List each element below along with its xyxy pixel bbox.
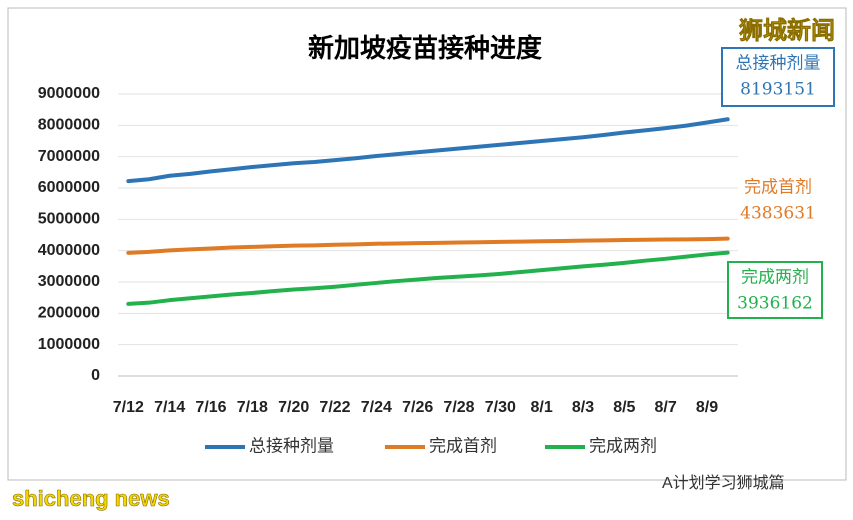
x-tick-label: 8/1 [531,399,553,416]
x-tick-label: 7/28 [443,399,474,416]
annotation-box [727,261,823,319]
y-tick-label: 0 [91,367,100,384]
y-tick-label: 6000000 [38,179,100,196]
legend-label: 完成两剂 [589,436,657,455]
x-tick-label: 8/9 [696,399,718,416]
x-tick-label: 7/30 [485,399,516,416]
x-tick-label: 7/16 [195,399,226,416]
y-tick-label: 9000000 [38,85,100,102]
y-tick-label: 4000000 [38,242,100,259]
series-line [126,117,730,184]
annotation-name: 完成两剂 [741,268,809,288]
annotation-value: 4383631 [740,204,816,224]
y-tick-label: 8000000 [38,117,100,134]
annotation-box [721,47,835,107]
series-line [126,236,730,255]
y-tick-label: 3000000 [38,273,100,290]
legend-label: 总接种剂量 [249,436,334,455]
y-tick-label: 7000000 [38,148,100,165]
chart-title: 新加坡疫苗接种进度 [308,33,542,63]
annotation-value: 8193151 [740,80,816,100]
x-tick-label: 7/18 [237,399,268,416]
y-tick-label: 2000000 [38,305,100,322]
x-tick-label: 7/24 [361,399,392,416]
y-tick-label: 5000000 [38,211,100,228]
x-tick-label: 8/5 [613,399,635,416]
x-tick-label: 7/12 [113,399,144,416]
x-tick-label: 7/14 [154,399,185,416]
annotation-name: 总接种剂量 [736,54,821,74]
x-tick-label: 7/20 [278,399,309,416]
x-tick-label: 7/22 [319,399,350,416]
x-tick-label: 7/26 [402,399,433,416]
series-line [126,250,730,306]
footer-brand: shicheng news [12,486,170,511]
x-tick-label: 8/3 [572,399,594,416]
footer-source: A计划学习狮城篇 [662,474,785,492]
annotation-name: 完成首剂 [744,178,812,198]
x-tick-label: 8/7 [655,399,677,416]
brand: 狮城新闻 [739,16,835,44]
y-tick-label: 1000000 [38,336,100,353]
legend-label: 完成首剂 [429,436,497,455]
annotation-value: 3936162 [737,294,813,314]
